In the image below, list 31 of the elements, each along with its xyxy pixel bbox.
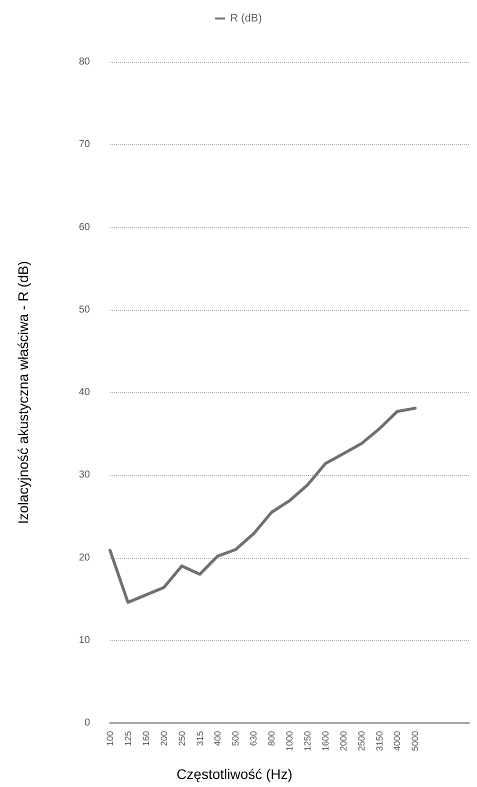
legend-label: R (dB) [230,12,262,24]
line-series [108,406,417,604]
y-tick-label: 70 [78,139,90,150]
x-tick-label: 160 [140,731,151,746]
x-tick-label: 100 [105,731,115,746]
x-tick-label: 5000 [410,731,420,752]
x-tick-label: 500 [230,731,241,746]
x-tick-label: 630 [248,731,259,746]
y-tick-label: 40 [78,387,90,398]
y-tick-label: 60 [78,222,90,233]
y-tick-label: 30 [78,470,90,481]
x-tick-label: 200 [158,731,169,746]
x-tick-label: 1600 [320,731,330,752]
x-tick-label: 400 [212,731,223,746]
x-tick-label: 1000 [284,731,294,752]
x-tick-label: 4000 [392,731,402,752]
x-tick-label: 250 [176,731,187,746]
x-tick-label: 2500 [356,731,366,752]
y-tick-label: 10 [78,634,90,646]
y-tick-label: 50 [78,304,90,316]
x-tick-label: 3150 [374,731,384,752]
y-axis-title: Izolacyjność akustyczna właściwa - R (dB) [15,261,31,524]
x-tick-label: 315 [194,731,205,746]
x-tick-label: 800 [266,731,277,746]
y-tick-label: 20 [78,552,90,564]
x-tick-label: 2000 [338,731,348,752]
x-axis-title: Częstotliwość (Hz) [176,766,292,782]
x-tick-label: 125 [122,731,133,746]
x-tick-label: 1250 [302,731,312,752]
y-tick-label: 80 [78,56,90,68]
y-tick-label: 0 [84,718,90,728]
